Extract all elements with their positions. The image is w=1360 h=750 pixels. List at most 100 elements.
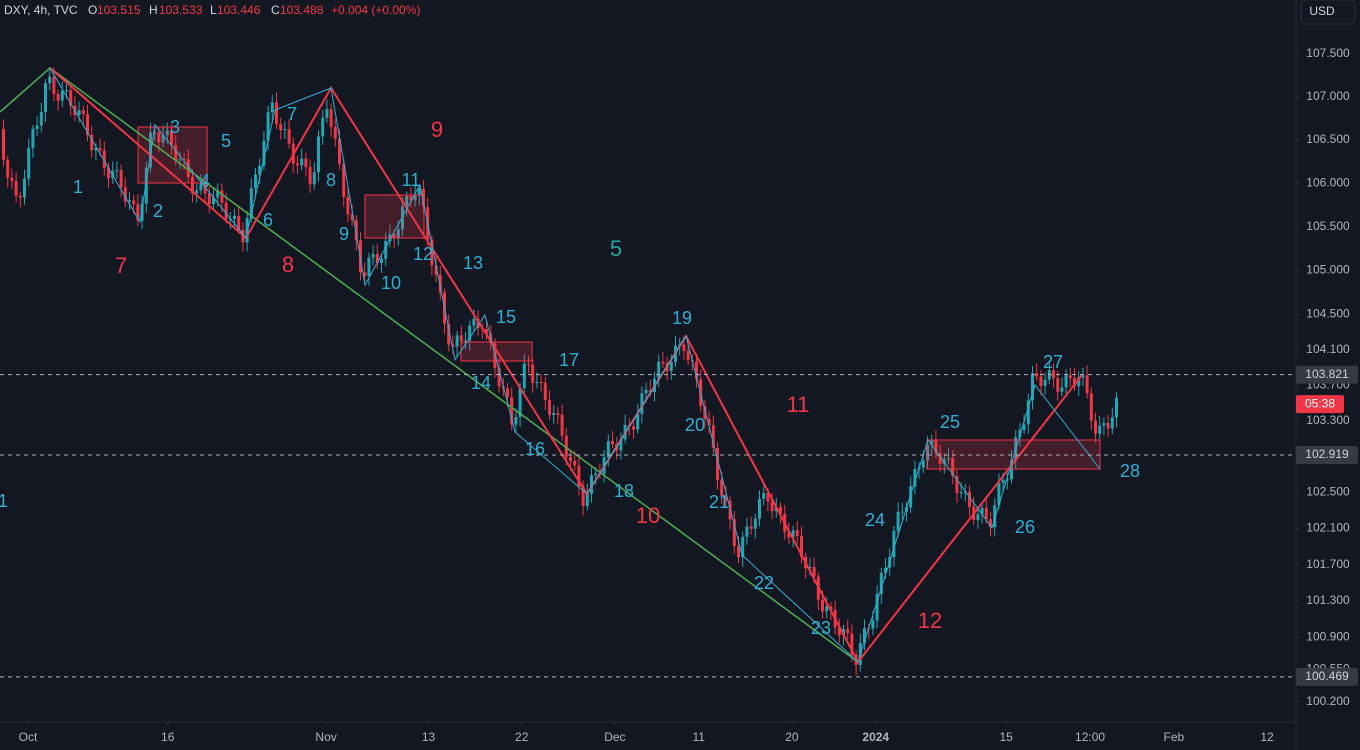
candle <box>552 413 556 415</box>
candle <box>837 627 841 636</box>
candle <box>128 200 131 202</box>
candle <box>741 536 745 558</box>
wave-label: 7 <box>115 253 127 278</box>
candle <box>1077 377 1081 387</box>
wave-label: 6 <box>263 210 273 230</box>
candle <box>174 145 178 161</box>
ohlc-value: 103.533 <box>159 3 203 17</box>
wave-label: 9 <box>339 224 349 244</box>
candle <box>300 158 304 166</box>
currency-label[interactable]: USD <box>1309 4 1335 18</box>
candle <box>1085 375 1089 394</box>
candle <box>560 414 564 436</box>
candle <box>346 196 350 215</box>
candle <box>338 138 341 164</box>
candle <box>472 318 476 326</box>
candle <box>766 493 770 502</box>
candle <box>753 518 757 529</box>
candle <box>115 170 119 172</box>
y-tick-label: 107.500 <box>1306 46 1350 60</box>
candle <box>892 530 896 558</box>
candle <box>955 475 959 494</box>
x-tick-label: 11 <box>693 730 706 744</box>
candle <box>220 190 224 203</box>
candle <box>581 486 585 506</box>
candle <box>896 511 900 531</box>
candle <box>808 566 812 569</box>
candle <box>31 128 35 148</box>
candle <box>707 419 711 426</box>
candle <box>27 147 31 179</box>
candle <box>989 519 992 528</box>
candle <box>161 135 165 143</box>
x-tick-label: 2024 <box>862 730 889 744</box>
candle <box>18 195 22 198</box>
ohlc-key: O <box>88 3 97 17</box>
candle <box>606 441 610 458</box>
candle <box>543 382 547 401</box>
candle <box>409 195 413 201</box>
candle <box>81 110 85 115</box>
candle <box>825 606 829 612</box>
candle <box>644 389 648 394</box>
candle <box>165 130 169 136</box>
candle <box>497 367 501 387</box>
candle <box>968 491 971 507</box>
candle <box>308 167 312 185</box>
candle <box>636 413 640 430</box>
currency-button[interactable] <box>1300 0 1356 25</box>
candle <box>732 519 736 546</box>
candle <box>304 158 308 168</box>
candle <box>371 254 375 258</box>
wave-label: 1 <box>73 177 83 197</box>
wave-label: 25 <box>940 412 960 432</box>
candle <box>212 197 215 205</box>
wave-label: 3 <box>170 117 180 137</box>
price-badge-label: 102.919 <box>1305 447 1349 461</box>
candle <box>380 258 383 263</box>
candle <box>375 254 379 263</box>
candle <box>518 388 522 417</box>
candle <box>283 129 287 131</box>
candle <box>48 76 52 84</box>
candle <box>199 183 203 191</box>
candle <box>1068 375 1072 379</box>
wave-label: 21 <box>709 492 729 512</box>
candle <box>590 475 593 494</box>
wave-label: 27 <box>1043 352 1063 372</box>
price-badge <box>1296 445 1358 464</box>
candle <box>1106 423 1110 429</box>
candle <box>745 526 749 537</box>
candle <box>417 188 421 196</box>
candle <box>39 112 43 126</box>
wave-label: 11 <box>402 170 421 190</box>
candle <box>585 493 589 506</box>
candle <box>573 460 577 466</box>
candle <box>132 200 136 205</box>
candle <box>993 505 997 528</box>
candle <box>485 328 488 334</box>
y-tick-label: 102.100 <box>1306 521 1350 535</box>
candle <box>203 183 207 194</box>
candle <box>438 275 442 293</box>
price-badge <box>1296 667 1358 686</box>
candle <box>60 90 64 101</box>
candle <box>980 507 984 515</box>
candle <box>279 124 283 130</box>
candle <box>396 229 400 239</box>
wave-label: 8 <box>282 252 294 277</box>
candle <box>657 361 661 379</box>
y-tick-label: 107.000 <box>1306 89 1350 103</box>
countdown: 05:38 <box>1305 396 1335 410</box>
candle <box>233 215 236 219</box>
candle <box>913 469 917 487</box>
candle <box>539 382 543 384</box>
y-tick-label: 104.100 <box>1306 342 1350 356</box>
wave-label: 7 <box>287 104 297 124</box>
candle <box>669 362 673 372</box>
candle <box>749 526 753 529</box>
candle <box>829 606 833 610</box>
candle <box>1102 423 1106 426</box>
candle <box>1098 425 1102 434</box>
ohlc-key: L <box>210 3 217 17</box>
